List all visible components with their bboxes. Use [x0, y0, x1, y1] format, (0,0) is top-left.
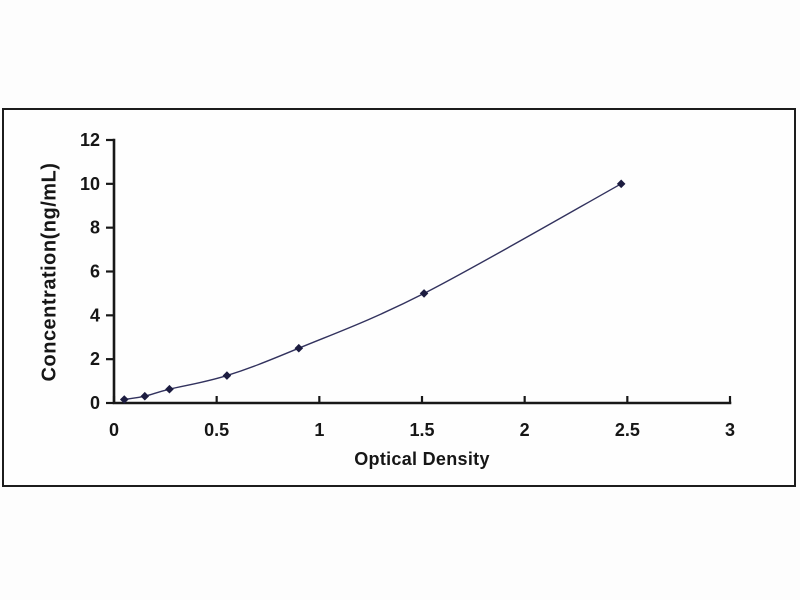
- y-tick-label: 8: [90, 218, 100, 238]
- x-tick-label: 2: [520, 420, 530, 440]
- x-tick-label: 0.5: [204, 420, 229, 440]
- x-tick-label: 1: [314, 420, 324, 440]
- data-point-marker: [616, 179, 626, 189]
- data-point-marker: [140, 391, 150, 401]
- x-tick-label: 0: [109, 420, 119, 440]
- data-point-marker: [165, 384, 174, 394]
- series-line: [124, 183, 622, 401]
- y-tick-label: 6: [90, 262, 100, 282]
- y-tick-label: 12: [80, 130, 100, 150]
- data-point-marker: [222, 371, 232, 380]
- chart-frame: 0 2 4 6 8 10 12 0 0.5 1 1.5 2 2.5 3 Concentration(ng/…: [2, 108, 796, 487]
- standard-curve-chart: 0 2 4 6 8 10 12 0 0.5 1 1.5 2 2.5 3: [80, 130, 735, 440]
- data-point-marker: [419, 289, 429, 298]
- y-tick-label: 2: [90, 349, 100, 369]
- y-tick-label: 0: [90, 393, 100, 413]
- x-tick-label: 1.5: [409, 420, 434, 440]
- data-point-marker: [294, 343, 304, 353]
- axes: [112, 138, 732, 405]
- x-tick-label: 3: [725, 420, 735, 440]
- data-point-marker: [119, 395, 129, 404]
- y-tick-label: 10: [80, 174, 100, 194]
- y-tick-label: 4: [90, 305, 100, 325]
- x-tick-label: 2.5: [615, 420, 640, 440]
